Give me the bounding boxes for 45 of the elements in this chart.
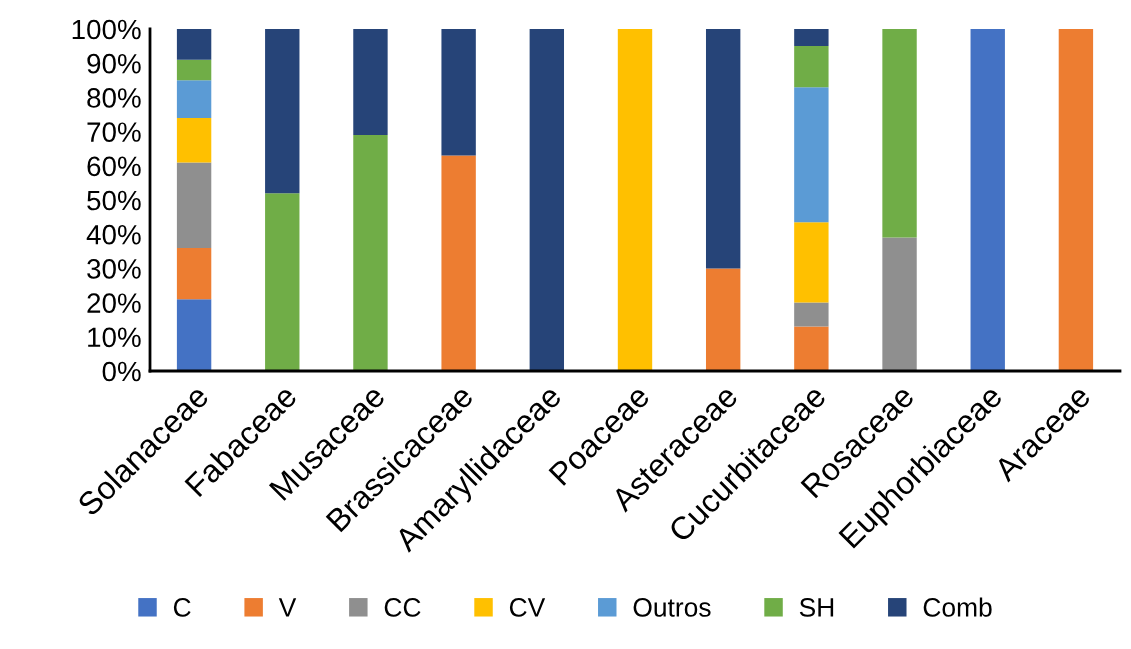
y-tick-label: 60% — [87, 156, 141, 177]
bar — [441, 155, 476, 371]
y-tick-label: 20% — [87, 293, 141, 313]
y-tick-label: 90% — [87, 53, 141, 74]
y-tick-label: 0% — [102, 361, 141, 382]
bar — [176, 59, 212, 81]
bar — [176, 80, 212, 118]
y-tick-label: 80% — [87, 88, 141, 108]
bar — [794, 87, 829, 223]
legend-label: SH — [799, 598, 834, 617]
legend-label: CC — [384, 598, 421, 617]
bar — [353, 29, 388, 136]
bar — [617, 29, 653, 371]
legend-label: CV — [509, 598, 546, 617]
y-tick-label: 40% — [86, 224, 141, 245]
bar — [705, 29, 741, 269]
bar — [882, 237, 917, 371]
bar — [353, 135, 388, 371]
y-tick-label: 30% — [87, 259, 141, 279]
bar — [176, 117, 212, 163]
y-tick-label: 70% — [87, 122, 141, 142]
bar — [794, 46, 829, 88]
bar — [794, 302, 829, 327]
legend-label: V — [278, 598, 297, 617]
y-tick-label: 50% — [87, 190, 141, 211]
bar — [176, 162, 212, 248]
bar — [176, 299, 212, 371]
bar — [970, 29, 1005, 371]
bar — [176, 29, 212, 60]
bar — [794, 29, 829, 47]
legend-label: C — [173, 598, 191, 617]
y-tick-label: 100% — [72, 19, 141, 40]
bar — [794, 222, 829, 303]
bar — [705, 268, 741, 371]
bar — [1058, 29, 1094, 371]
bar — [265, 29, 300, 194]
legend-label: Comb — [923, 597, 992, 617]
y-tick-label: 10% — [88, 327, 141, 348]
legend-label: Outros — [633, 598, 711, 617]
bar — [441, 29, 476, 156]
bar — [882, 29, 917, 238]
bar — [176, 247, 212, 300]
bar — [529, 29, 565, 371]
bar — [794, 326, 829, 371]
bar — [265, 193, 300, 371]
